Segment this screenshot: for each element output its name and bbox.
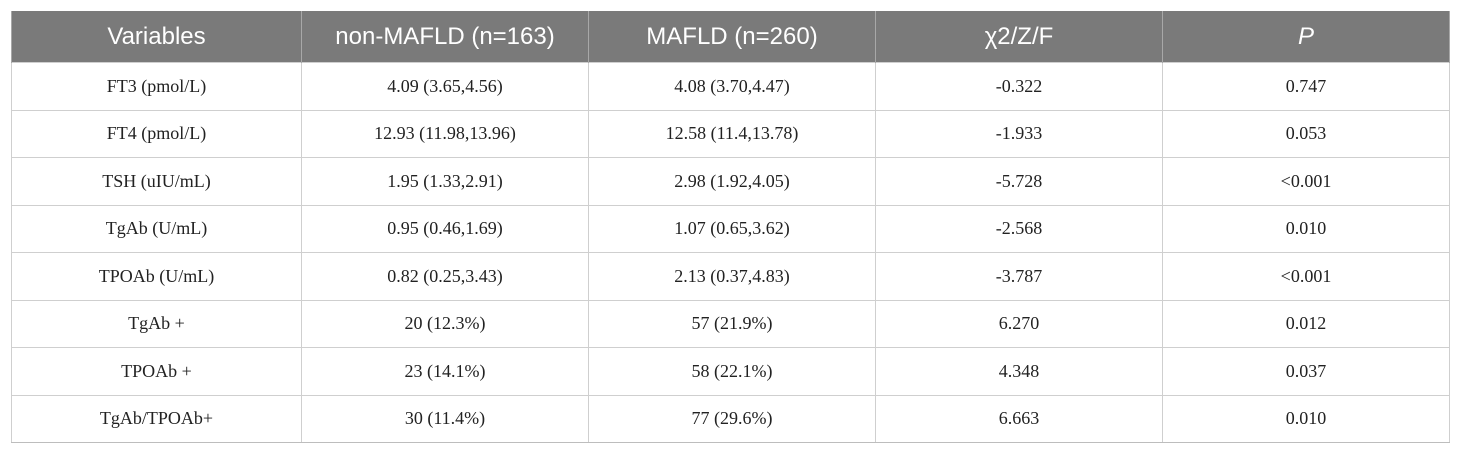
cell-p-value: <0.001 <box>1162 157 1450 206</box>
table-header: Variables non-MAFLD (n=163) MAFLD (n=260… <box>11 11 1450 63</box>
table-body: FT3 (pmol/L) 4.09 (3.65,4.56) 4.08 (3.70… <box>11 62 1450 443</box>
table-row: TgAb (U/mL) 0.95 (0.46,1.69) 1.07 (0.65,… <box>11 204 1450 253</box>
header-row: Variables non-MAFLD (n=163) MAFLD (n=260… <box>11 11 1450 63</box>
cell-variable: TgAb (U/mL) <box>11 204 302 253</box>
table-row: FT4 (pmol/L) 12.93 (11.98,13.96) 12.58 (… <box>11 109 1450 158</box>
cell-statistic: -5.728 <box>875 157 1163 206</box>
cell-mafld: 58 (22.1%) <box>588 347 876 396</box>
cell-variable: TSH (uIU/mL) <box>11 157 302 206</box>
cell-non-mafld: 4.09 (3.65,4.56) <box>301 62 589 111</box>
cell-statistic: 6.663 <box>875 394 1163 443</box>
table-row: TgAb/TPOAb+ 30 (11.4%) 77 (29.6%) 6.663 … <box>11 394 1450 443</box>
table-row: FT3 (pmol/L) 4.09 (3.65,4.56) 4.08 (3.70… <box>11 62 1450 111</box>
cell-p-value: 0.037 <box>1162 347 1450 396</box>
header-mafld: MAFLD (n=260) <box>588 11 876 63</box>
header-p-value: P <box>1162 11 1450 63</box>
cell-variable: TgAb/TPOAb+ <box>11 394 302 443</box>
cell-variable: FT3 (pmol/L) <box>11 62 302 111</box>
cell-statistic: 4.348 <box>875 347 1163 396</box>
cell-mafld: 12.58 (11.4,13.78) <box>588 109 876 158</box>
cell-statistic: -3.787 <box>875 252 1163 301</box>
cell-statistic: 6.270 <box>875 299 1163 348</box>
cell-non-mafld: 30 (11.4%) <box>301 394 589 443</box>
cell-p-value: 0.012 <box>1162 299 1450 348</box>
cell-variable: FT4 (pmol/L) <box>11 109 302 158</box>
cell-statistic: -0.322 <box>875 62 1163 111</box>
cell-mafld: 57 (21.9%) <box>588 299 876 348</box>
cell-statistic: -1.933 <box>875 109 1163 158</box>
cell-p-value: 0.010 <box>1162 394 1450 443</box>
cell-variable: TPOAb (U/mL) <box>11 252 302 301</box>
table-row: TPOAb + 23 (14.1%) 58 (22.1%) 4.348 0.03… <box>11 347 1450 396</box>
cell-non-mafld: 0.82 (0.25,3.43) <box>301 252 589 301</box>
cell-mafld: 4.08 (3.70,4.47) <box>588 62 876 111</box>
cell-non-mafld: 0.95 (0.46,1.69) <box>301 204 589 253</box>
results-table-container: Variables non-MAFLD (n=163) MAFLD (n=260… <box>11 11 1450 443</box>
cell-non-mafld: 23 (14.1%) <box>301 347 589 396</box>
cell-p-value: 0.053 <box>1162 109 1450 158</box>
header-statistic: χ2/Z/F <box>875 11 1163 63</box>
header-non-mafld: non-MAFLD (n=163) <box>301 11 589 63</box>
results-table: Variables non-MAFLD (n=163) MAFLD (n=260… <box>11 11 1450 443</box>
table-row: TSH (uIU/mL) 1.95 (1.33,2.91) 2.98 (1.92… <box>11 157 1450 206</box>
cell-non-mafld: 20 (12.3%) <box>301 299 589 348</box>
cell-variable: TPOAb + <box>11 347 302 396</box>
cell-non-mafld: 1.95 (1.33,2.91) <box>301 157 589 206</box>
table-row: TPOAb (U/mL) 0.82 (0.25,3.43) 2.13 (0.37… <box>11 252 1450 301</box>
cell-variable: TgAb + <box>11 299 302 348</box>
cell-p-value: 0.747 <box>1162 62 1450 111</box>
header-variables: Variables <box>11 11 302 63</box>
cell-p-value: 0.010 <box>1162 204 1450 253</box>
cell-mafld: 2.98 (1.92,4.05) <box>588 157 876 206</box>
cell-statistic: -2.568 <box>875 204 1163 253</box>
cell-p-value: <0.001 <box>1162 252 1450 301</box>
cell-non-mafld: 12.93 (11.98,13.96) <box>301 109 589 158</box>
cell-mafld: 1.07 (0.65,3.62) <box>588 204 876 253</box>
table-row: TgAb + 20 (12.3%) 57 (21.9%) 6.270 0.012 <box>11 299 1450 348</box>
cell-mafld: 77 (29.6%) <box>588 394 876 443</box>
cell-mafld: 2.13 (0.37,4.83) <box>588 252 876 301</box>
